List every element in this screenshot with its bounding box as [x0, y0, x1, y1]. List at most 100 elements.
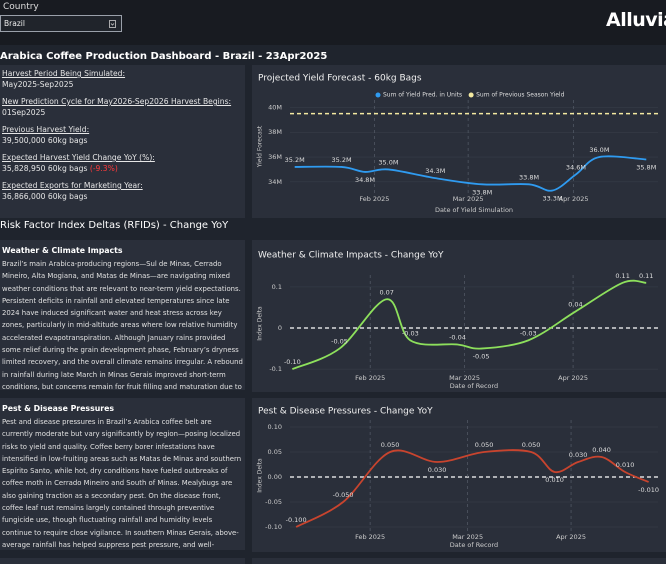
summary-label: Previous Harvest Yield:: [2, 125, 90, 134]
text-panel: Pest & Disease Pressures Pest and diseas…: [0, 398, 245, 550]
summary-value: 36,866,000 60kg bags: [2, 191, 88, 201]
y-tick-label: 0.10: [268, 423, 282, 431]
y-tick-label: 0.1: [272, 283, 282, 291]
y-tick-label: 36M: [268, 153, 282, 161]
data-label: 0.010: [545, 476, 564, 484]
summary-change: (-9.3%): [89, 163, 118, 173]
data-label: 35.2M: [332, 156, 352, 164]
panel-edge: [0, 558, 245, 564]
data-label: 34.6M: [566, 163, 586, 171]
summary-label: Harvest Period Being Simulated:: [2, 69, 126, 78]
y-tick-label: 0: [278, 324, 282, 332]
dashboard-title: Arabica Coffee Production Dashboard - Br…: [0, 51, 328, 62]
dropdown-icon: [109, 20, 116, 28]
data-label: -0.100: [286, 516, 307, 524]
chart-panel: Projected Yield Forecast - 60kg Bags Yiel…: [252, 65, 666, 218]
summary-value: 35,828,950 60kg bags: [2, 163, 88, 173]
x-tick-label: Feb 2025: [359, 195, 389, 203]
data-label: 35.8M: [636, 164, 656, 172]
data-label: 0.040: [592, 446, 611, 454]
data-label: 34.8M: [355, 176, 375, 184]
chart: Weather & Climate Impacts - Change YoY In…: [257, 251, 658, 390]
data-label: 0.050: [381, 441, 400, 449]
series-line: [294, 155, 647, 192]
legend-swatch: [375, 92, 381, 98]
data-label: -0.03: [402, 329, 419, 337]
data-label: 33.3M: [542, 195, 562, 203]
x-tick-label: Apr 2025: [558, 374, 588, 382]
summary-label: Expected Harvest Yield Change YoY (%):: [2, 153, 155, 162]
chart-panel: Weather & Climate Impacts - Change YoY In…: [252, 240, 666, 392]
logo: Alluvia: [606, 9, 666, 31]
x-tick-label: Mar 2025: [449, 374, 480, 382]
data-label: 0.11: [639, 272, 653, 280]
x-tick-label: Feb 2025: [355, 533, 385, 541]
data-label: 0.030: [428, 466, 447, 474]
panel-edge: [252, 558, 666, 564]
x-tick-label: Apr 2025: [559, 195, 589, 203]
data-label: 35.2M: [285, 156, 305, 164]
chart-title: Pest & Disease Pressures - Change YoY: [258, 407, 433, 417]
data-label: 35.0M: [378, 158, 398, 166]
chart-title: Projected Yield Forecast - 60kg Bags: [258, 74, 422, 84]
y-tick-label: 38M: [268, 128, 282, 136]
summary-label: Expected Exports for Marketing Year:: [2, 181, 143, 190]
x-tick-label: Mar 2025: [452, 533, 483, 541]
data-label: 33.8M: [472, 188, 492, 196]
data-label: 0.010: [616, 461, 635, 469]
text-panel: Weather & Climate Impacts Brazil’s main …: [0, 240, 245, 390]
x-axis-title: Date of Record: [450, 541, 498, 549]
summary-value: 01Sep2025: [2, 107, 46, 117]
data-label: 0.050: [522, 441, 541, 449]
data-label: 0.07: [379, 288, 393, 296]
y-axis-title: Yield Forecast: [257, 125, 264, 168]
chart-title: Weather & Climate Impacts - Change YoY: [258, 251, 444, 261]
y-tick-label: -0.10: [265, 523, 282, 531]
y-tick-label: 34M: [268, 178, 282, 186]
legend-swatch: [468, 92, 474, 98]
panel-text: Brazil’s main Arabica-producing regions—…: [2, 260, 243, 390]
panel-title: Weather & Climate Impacts: [2, 246, 123, 255]
data-label: 0.04: [568, 301, 582, 309]
chart: Pest & Disease Pressures - Change YoY Ind…: [257, 407, 660, 550]
x-axis-title: Date of Yield Simulation: [435, 206, 513, 214]
data-label: 0.030: [569, 451, 588, 459]
summary-label: New Prediction Cycle for May2026-Sep2026…: [2, 97, 232, 106]
chart: Projected Yield Forecast - 60kg Bags Yiel…: [257, 74, 658, 214]
section-title: Risk Factor Index Deltas (RFIDs) - Chang…: [0, 220, 229, 231]
legend-label: Sum of Previous Season Yield: [476, 92, 564, 99]
panel-title: Pest & Disease Pressures: [2, 404, 115, 413]
summary-value-row: 35,828,950 60kg bags (-9.3%): [2, 164, 243, 175]
filter-label: Country: [3, 2, 39, 12]
y-axis-title: Index Delta: [257, 306, 264, 341]
chart-panel: Pest & Disease Pressures - Change YoY Ind…: [252, 398, 666, 552]
x-tick-label: Mar 2025: [453, 195, 484, 203]
country-dropdown[interactable]: Brazil: [0, 15, 122, 32]
summary-panel: Harvest Period Being Simulated: May2025-…: [0, 65, 245, 218]
series-line: [292, 279, 647, 370]
data-label: 33.8M: [519, 173, 539, 181]
y-tick-label: 0.05: [268, 448, 282, 456]
data-label: -0.04: [449, 333, 466, 341]
y-tick-label: 0.00: [268, 473, 282, 481]
panel-text: Pest and disease pressures in Brazil’s A…: [2, 418, 242, 549]
x-axis-title: Date of Record: [450, 382, 498, 390]
data-label: -0.010: [638, 486, 659, 494]
data-label: 34.3M: [425, 167, 445, 175]
summary-value: 39,500,000 60kg bags: [2, 135, 88, 145]
legend-label: Sum of Yield Pred. in Units: [383, 92, 462, 99]
data-label: -0.05: [331, 338, 348, 346]
x-tick-label: Apr 2025: [556, 533, 586, 541]
summary-value: May2025-Sep2025: [2, 79, 74, 89]
data-label: -0.05: [473, 353, 490, 361]
y-tick-label: -0.05: [265, 498, 282, 506]
y-axis-title: Index Delta: [257, 458, 264, 493]
dropdown-value: Brazil: [4, 19, 25, 28]
y-tick-label: -0.1: [269, 365, 282, 373]
data-label: 36.0M: [589, 146, 609, 154]
series-line: [295, 449, 649, 528]
data-label: -0.03: [520, 329, 537, 337]
y-tick-label: 40M: [268, 103, 282, 111]
data-label: 0.11: [615, 272, 629, 280]
